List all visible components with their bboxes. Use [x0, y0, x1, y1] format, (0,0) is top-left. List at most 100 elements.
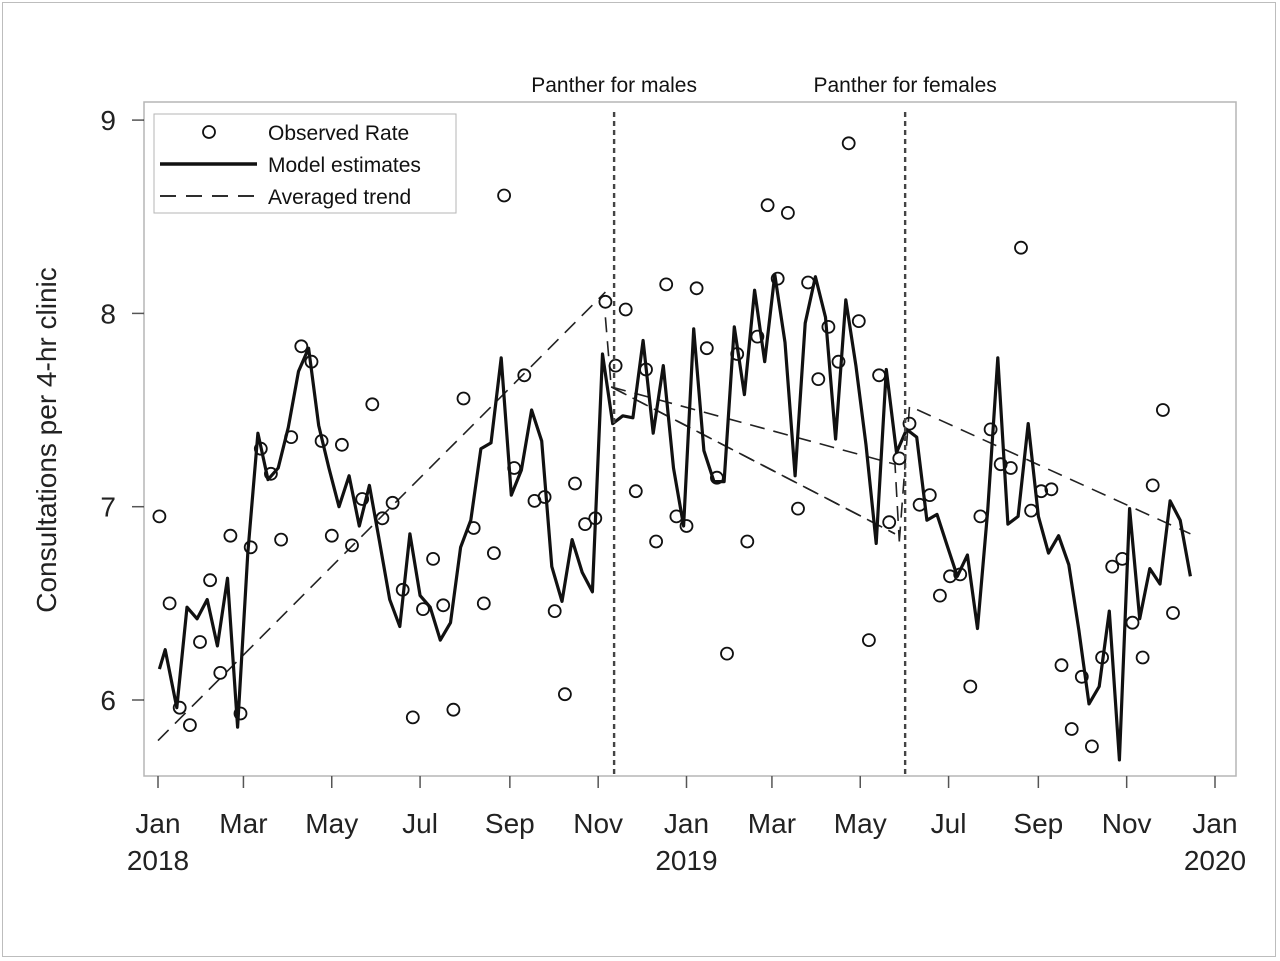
model-estimates-series [157, 273, 1192, 762]
averaged-trend-line [898, 404, 1191, 542]
y-axis: 6 7 8 9 [100, 105, 144, 716]
intervention-lines: Panther for males Panther for females [531, 74, 997, 776]
x-tick-label: Sep [485, 808, 535, 839]
observed-rate-point [649, 534, 663, 549]
observed-rate-point [1074, 669, 1089, 684]
observed-rate-point [1166, 606, 1180, 620]
observed-rate-series [152, 136, 1180, 754]
observed-rate-point [750, 329, 765, 344]
observed-rate-point [892, 451, 907, 466]
observed-rate-point [1024, 503, 1038, 518]
x-year-label: 2019 [655, 845, 717, 876]
averaged-trend-line [610, 386, 896, 535]
y-tick-label: 7 [100, 492, 116, 523]
observed-rate-point [791, 501, 805, 516]
observed-rate-point [517, 368, 532, 383]
observed-rate-point [314, 434, 329, 448]
observed-rate-point [862, 633, 876, 647]
observed-rate-point [152, 509, 167, 524]
observed-rate-point [345, 538, 359, 553]
observed-rate-point [618, 302, 633, 317]
x-tick-label: Jul [931, 808, 967, 839]
observed-rate-point [821, 319, 836, 334]
observed-rate-point [1014, 240, 1028, 255]
legend-circle-symbol [202, 125, 216, 139]
observed-rate-point [243, 540, 258, 555]
x-tick-label: Jan [664, 808, 709, 839]
observed-rate-point [182, 718, 197, 732]
x-tick-label: Jul [402, 808, 438, 839]
x-axis: Jan 2018 Mar May Jul Sep Nov Jan 2019 Mar May Jul Se… [127, 776, 1246, 876]
legend-label-model: Model estimates [268, 154, 421, 177]
observed-rate-point [324, 528, 339, 543]
observed-rate-point [284, 430, 299, 445]
observed-rate-point [1125, 615, 1140, 630]
observed-rate-point [547, 604, 562, 618]
observed-rate-point [1085, 739, 1099, 754]
observed-rate-point [486, 546, 501, 560]
observed-rate-point [851, 314, 866, 329]
observed-rate-point [1064, 722, 1079, 736]
observed-rate-point [497, 188, 512, 203]
observed-rate-point [375, 511, 390, 526]
observed-rate-point [223, 528, 238, 543]
observed-rate-point [811, 372, 826, 387]
x-tick-label: Jan [1192, 808, 1237, 839]
observed-rate-point [304, 354, 319, 369]
y-axis-label: Consultations per 4-hr clinic [31, 267, 62, 613]
x-tick-label: May [834, 808, 887, 839]
y-tick-label: 8 [100, 298, 116, 329]
observed-rate-point [456, 391, 471, 406]
observed-rate-point [1156, 403, 1170, 417]
observed-rate-point [841, 136, 856, 151]
observed-rate-point [740, 534, 755, 549]
observed-rate-point [405, 710, 420, 725]
observed-rate-point [882, 515, 897, 530]
observed-rate-point [628, 484, 643, 499]
observed-rate-point [355, 492, 370, 506]
observed-rate-point [902, 416, 917, 431]
legend-label-trend: Averaged trend [268, 186, 411, 209]
observed-rate-point [395, 582, 410, 597]
observed-rate-point [963, 679, 978, 694]
plot-area [143, 101, 1237, 777]
observed-rate-point [203, 573, 218, 588]
observed-rate-point [943, 569, 957, 584]
observed-rate-point [446, 702, 461, 717]
x-tick-label: Mar [748, 808, 796, 839]
observed-rate-point [669, 509, 684, 524]
y-tick-label: 6 [100, 685, 116, 716]
observed-rate-point [1115, 552, 1130, 566]
observed-rate-point [172, 700, 187, 715]
observed-rate-point [781, 205, 795, 220]
observed-rate-point [263, 466, 278, 481]
observed-rate-point [213, 666, 228, 680]
observed-rate-point [1044, 482, 1059, 497]
x-tick-label: Nov [573, 808, 623, 839]
y-tick-label: 9 [100, 105, 116, 136]
x-year-label: 2018 [127, 845, 189, 876]
intervention-label: Panther for females [814, 74, 997, 97]
averaged-trend-line [610, 386, 901, 542]
legend-label-observed: Observed Rate [268, 122, 409, 145]
observed-rate-point [801, 275, 815, 290]
observed-rate-point [983, 422, 998, 437]
observed-rate-point [385, 495, 400, 510]
model-estimates-line [157, 273, 1192, 762]
observed-rate-point [233, 706, 248, 721]
observed-rate-point [912, 497, 927, 512]
observed-rate-point [679, 519, 694, 533]
observed-rate-point [558, 687, 572, 702]
x-tick-label: Jan [135, 808, 180, 839]
observed-rate-point [568, 476, 582, 491]
observed-rate-point [334, 437, 349, 452]
observed-rate-point [476, 596, 491, 611]
observed-rate-point [659, 277, 674, 292]
observed-rate-point [598, 294, 613, 309]
observed-rate-point [831, 354, 846, 369]
observed-rate-point [1135, 650, 1150, 665]
observed-rate-point [193, 635, 207, 649]
observed-rate-point [922, 488, 937, 503]
